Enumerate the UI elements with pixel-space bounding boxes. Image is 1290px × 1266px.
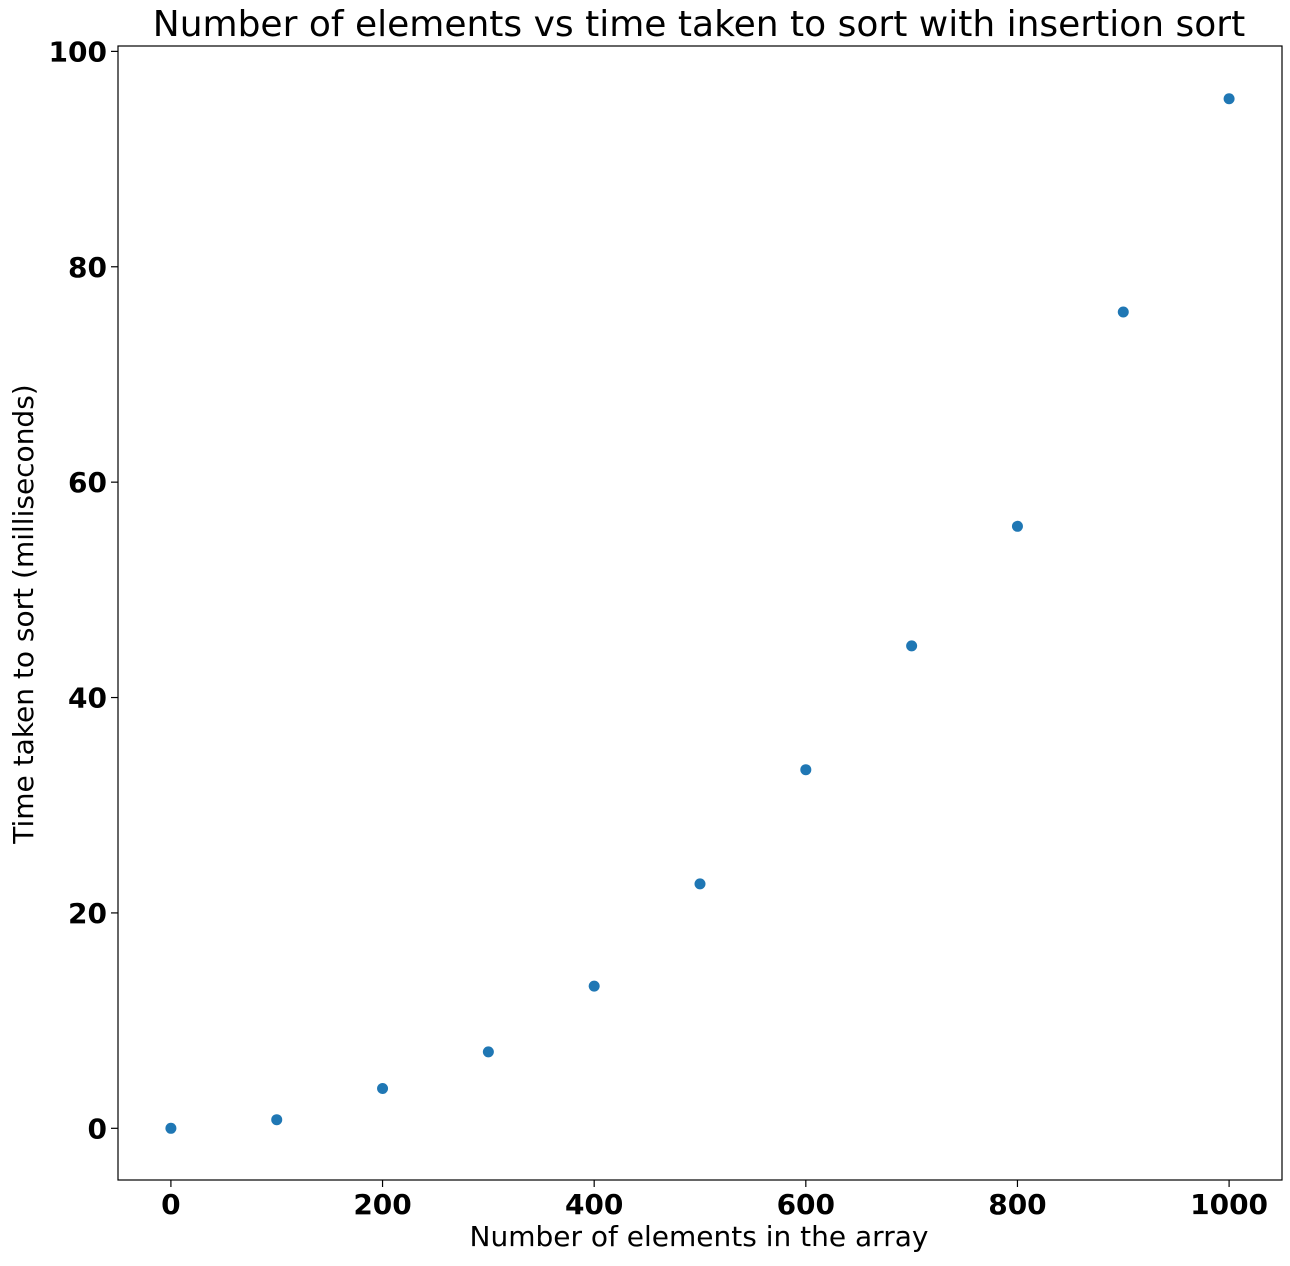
data-point <box>694 878 706 890</box>
data-point <box>377 1082 389 1094</box>
x-tick-label: 0 <box>161 1188 180 1221</box>
x-tick-label: 600 <box>777 1188 835 1221</box>
y-axis-label: Time taken to sort (milliseconds) <box>7 384 40 844</box>
y-tick-label: 60 <box>68 466 107 499</box>
data-point <box>588 980 600 992</box>
y-tick-label: 100 <box>49 35 107 68</box>
y-tick-label: 0 <box>88 1112 107 1145</box>
plot-frame <box>117 45 1283 1181</box>
data-point <box>906 640 918 652</box>
y-tick-label: 20 <box>68 897 107 930</box>
data-point <box>1223 93 1235 105</box>
data-point <box>271 1114 283 1126</box>
data-point <box>1011 520 1023 532</box>
x-tick-label: 800 <box>988 1188 1046 1221</box>
y-tick-label: 80 <box>68 251 107 284</box>
x-axis-label: Number of elements in the array <box>470 1220 929 1253</box>
plot-area: 0 200 400 600 800 1000 0 20 40 60 80 100 <box>49 35 1283 1221</box>
data-point <box>482 1046 494 1058</box>
data-point <box>165 1122 177 1134</box>
x-tick-label: 1000 <box>1190 1188 1268 1221</box>
x-tick-label: 400 <box>565 1188 623 1221</box>
x-tick-label: 200 <box>353 1188 411 1221</box>
y-tick-label: 40 <box>68 682 107 715</box>
data-point <box>800 764 812 776</box>
chart-title: Number of elements vs time taken to sort… <box>153 4 1245 45</box>
data-point <box>1117 306 1129 318</box>
